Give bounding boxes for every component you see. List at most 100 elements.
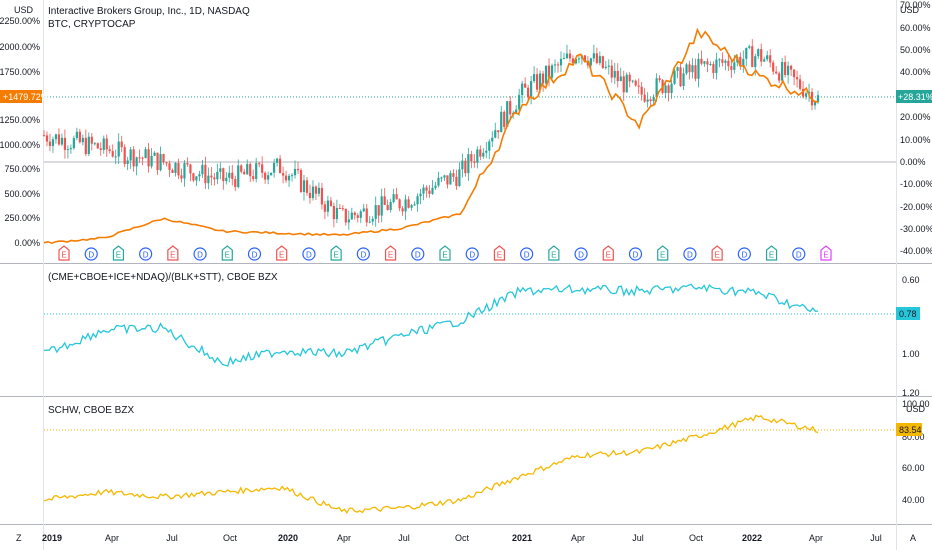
- earnings-marker[interactable]: E: [602, 245, 614, 261]
- ibkr-candle: [419, 193, 422, 197]
- ibkr-candle: [679, 67, 682, 87]
- dividend-marker[interactable]: D: [792, 247, 806, 261]
- timezone-button[interactable]: Z: [16, 533, 22, 543]
- ibkr-candle: [739, 56, 742, 67]
- ibkr-candle: [440, 177, 443, 179]
- ibkr-candle: [45, 135, 49, 142]
- earnings-marker[interactable]: E: [221, 245, 233, 261]
- ibkr-candle: [243, 171, 246, 175]
- dividend-marker[interactable]: D: [465, 247, 479, 261]
- dividend-marker[interactable]: D: [84, 247, 98, 261]
- earnings-marker[interactable]: E: [384, 245, 397, 261]
- ibkr-candle: [299, 170, 303, 192]
- ibkr-candle: [138, 157, 141, 159]
- ibkr-candle: [213, 177, 216, 180]
- event-marker-letter: E: [333, 251, 338, 260]
- dividend-marker[interactable]: D: [737, 247, 751, 261]
- ibkr-candle: [500, 111, 503, 133]
- event-marker-letter: D: [252, 251, 258, 260]
- earnings-marker[interactable]: E: [820, 245, 832, 261]
- ibkr-candle: [281, 173, 285, 176]
- dividend-marker[interactable]: D: [139, 247, 153, 261]
- dividend-marker-shape: [193, 247, 207, 261]
- dividend-marker-shape: [139, 247, 153, 261]
- earnings-marker[interactable]: E: [493, 245, 506, 261]
- event-marker-letter: E: [61, 251, 66, 260]
- ibkr-candle: [326, 200, 329, 212]
- ibkr-candle: [807, 91, 811, 94]
- ibkr-candle: [401, 208, 404, 212]
- ibkr-candle: [416, 196, 419, 205]
- event-marker-letter: D: [469, 251, 475, 260]
- ibkr-candle: [524, 83, 527, 88]
- pane1-right-axis: 70.00%60.00%50.00%40.00%30.00%20.00%10.0…: [900, 0, 932, 256]
- earnings-marker[interactable]: E: [167, 245, 179, 261]
- ibkr-candle: [795, 77, 799, 80]
- dividend-marker[interactable]: D: [247, 247, 262, 261]
- ibkr-candle: [634, 80, 637, 86]
- ibkr-candle: [607, 65, 610, 67]
- pane1-right-tick: -20.00%: [900, 202, 932, 212]
- ibkr-candle: [556, 64, 560, 66]
- ibkr-value-badge: +28.31%: [896, 90, 932, 103]
- ibkr-candle: [691, 65, 694, 73]
- ibkr-candle: [105, 138, 108, 150]
- ibkr-candle: [320, 187, 324, 205]
- ibkr-candle: [631, 80, 634, 82]
- ibkr-candle: [798, 79, 802, 89]
- ibkr-candle: [527, 87, 530, 98]
- ibkr-candle: [787, 65, 790, 76]
- ibkr-candle: [446, 175, 449, 185]
- earnings-marker[interactable]: E: [330, 245, 342, 261]
- dividend-marker[interactable]: D: [302, 247, 316, 261]
- ibkr-candle: [422, 187, 425, 194]
- ibkr-candle: [700, 58, 703, 64]
- pane1-left-tick: 2250.00%: [0, 16, 40, 26]
- earnings-marker[interactable]: E: [765, 245, 778, 261]
- event-marker-letter: E: [279, 251, 284, 260]
- earnings-marker[interactable]: E: [657, 245, 669, 261]
- ibkr-candle: [688, 64, 691, 73]
- ibkr-candle: [329, 200, 332, 207]
- ibkr-candle: [562, 58, 566, 60]
- earnings-marker[interactable]: E: [548, 245, 560, 261]
- earnings-marker[interactable]: E: [276, 245, 288, 261]
- pane1-right-tick: 0.00%: [900, 157, 926, 167]
- earnings-marker[interactable]: E: [58, 245, 70, 261]
- ibkr-candle: [332, 206, 335, 220]
- ibkr-candle: [132, 149, 135, 167]
- dividend-marker[interactable]: D: [356, 247, 370, 261]
- dividend-marker[interactable]: D: [683, 247, 697, 261]
- dividend-marker[interactable]: D: [520, 247, 534, 261]
- dividend-marker[interactable]: D: [411, 247, 425, 261]
- ibkr-candle: [60, 137, 64, 145]
- ibkr-candle: [610, 65, 613, 78]
- ibkr-candle: [365, 208, 368, 223]
- ibkr-candle: [667, 85, 670, 93]
- ibkr-candle: [87, 136, 90, 155]
- ibkr-candle: [180, 175, 183, 179]
- ibkr-candle: [186, 163, 189, 165]
- time-axis-label: Apr: [337, 533, 351, 543]
- ibkr-candle: [643, 94, 646, 102]
- ibkr-candle: [452, 173, 455, 177]
- auto-scale-button[interactable]: A: [910, 533, 916, 543]
- ibkr-candle: [377, 205, 380, 216]
- time-axis-label: 2020: [278, 533, 298, 543]
- ibkr-candle: [428, 190, 431, 194]
- ibkr-candle: [538, 73, 542, 90]
- ibkr-candle: [568, 53, 572, 59]
- dividend-marker[interactable]: D: [574, 247, 588, 261]
- earnings-marker[interactable]: E: [439, 245, 451, 261]
- time-axis-label: Oct: [455, 533, 470, 543]
- dividend-marker[interactable]: D: [193, 247, 207, 261]
- pane1-left-axis: 2000.00%1750.00%1500.00%1250.00%1000.00%…: [0, 16, 40, 248]
- ibkr-candle: [479, 149, 482, 157]
- ibkr-candle: [51, 139, 55, 146]
- earnings-marker[interactable]: E: [112, 245, 125, 261]
- earnings-marker[interactable]: E: [711, 245, 723, 261]
- ibkr-candle: [616, 70, 619, 82]
- dividend-marker[interactable]: D: [628, 247, 643, 261]
